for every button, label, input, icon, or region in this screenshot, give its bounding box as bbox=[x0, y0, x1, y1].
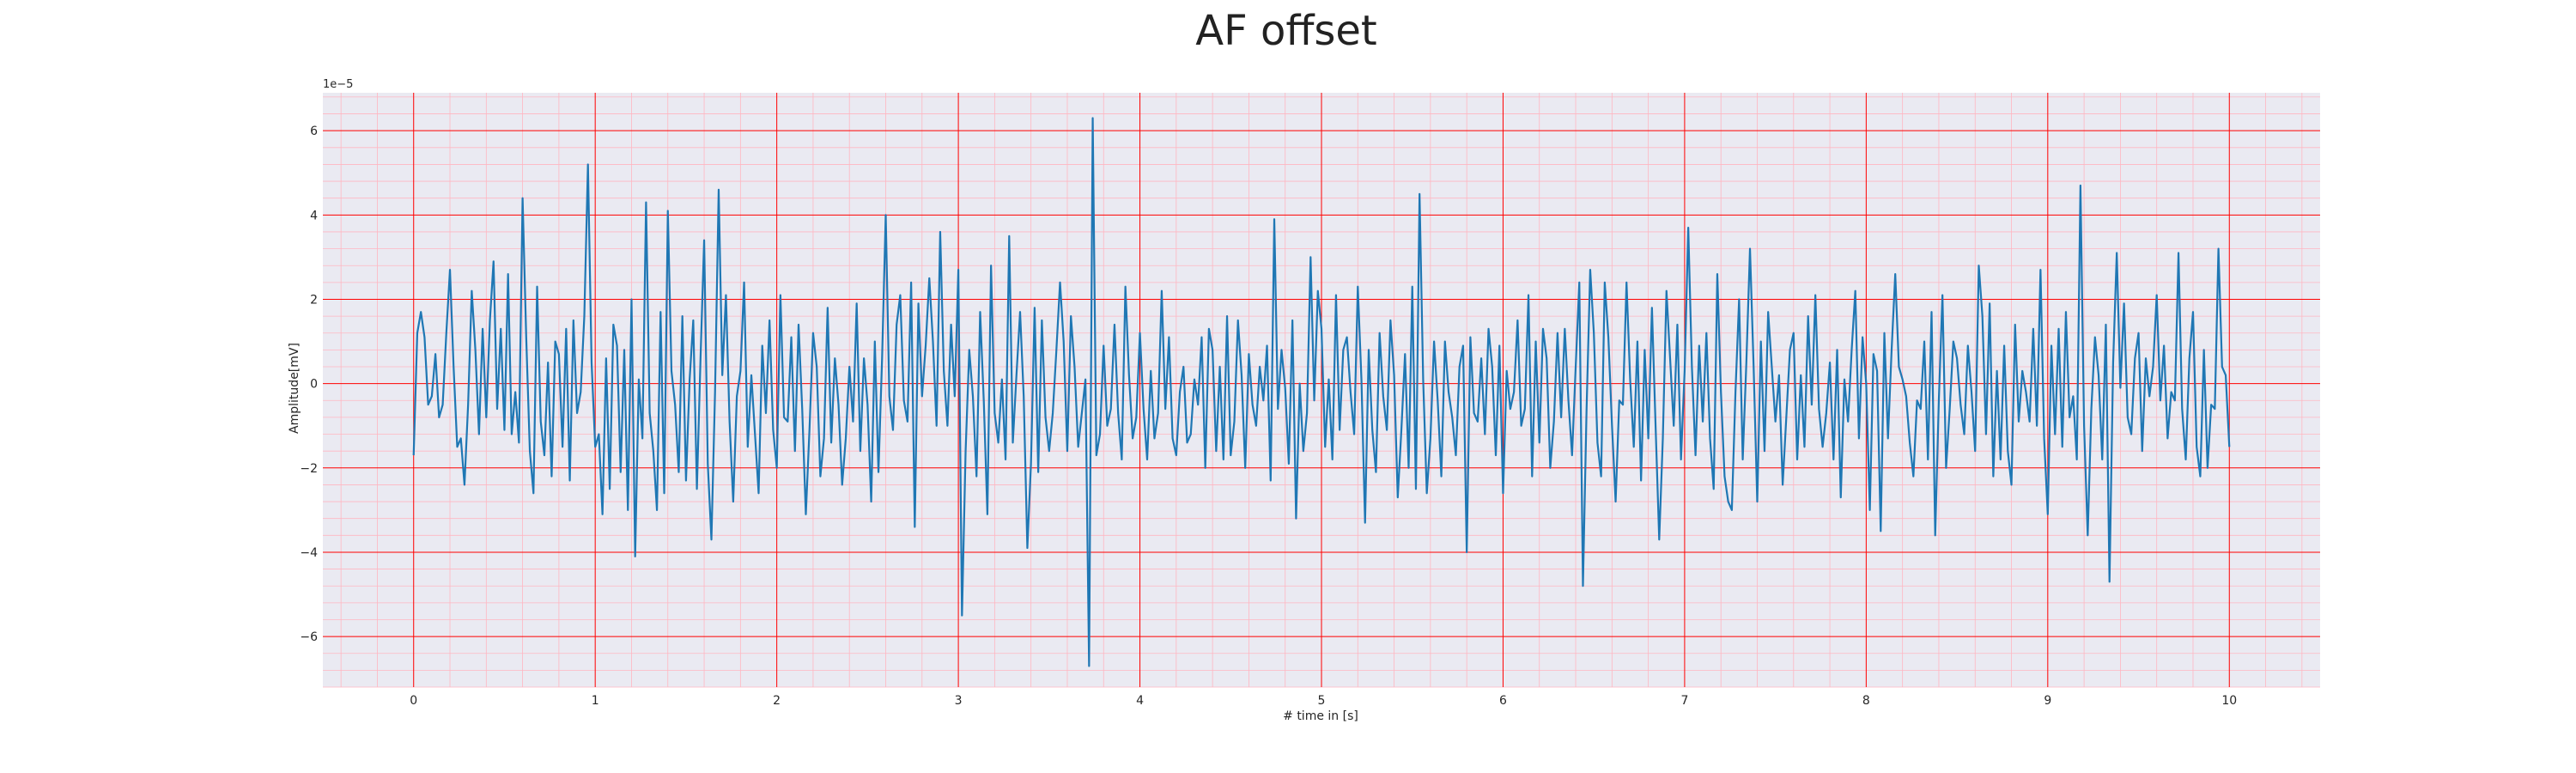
x-tick-label: 4 bbox=[1136, 694, 1144, 708]
y-offset-text: 1e−5 bbox=[323, 78, 353, 91]
y-tick-label: 0 bbox=[310, 378, 318, 392]
y-tick-label: −4 bbox=[300, 546, 318, 560]
y-tick-label: −2 bbox=[300, 462, 318, 476]
x-axis-label: # time in [s] bbox=[1283, 709, 1358, 723]
x-tick-labels: 0 1 2 3 4 5 6 7 8 9 10 bbox=[410, 694, 2237, 708]
y-tick-label: 2 bbox=[310, 293, 318, 307]
x-tick-label: 9 bbox=[2044, 694, 2051, 708]
chart-title: AF offset bbox=[1195, 7, 1377, 55]
x-tick-label: 6 bbox=[1499, 694, 1507, 708]
y-tick-label: −6 bbox=[300, 630, 318, 644]
x-tick-label: 7 bbox=[1680, 694, 1688, 708]
y-tick-labels: −6 −4 −2 0 2 4 6 bbox=[300, 125, 318, 644]
series-line bbox=[412, 117, 2231, 667]
x-tick-label: 0 bbox=[410, 694, 417, 708]
x-tick-label: 2 bbox=[773, 694, 781, 708]
x-tick-label: 8 bbox=[1862, 694, 1870, 708]
x-tick-label: 5 bbox=[1318, 694, 1326, 708]
x-tick-label: 1 bbox=[592, 694, 599, 708]
y-tick-label: 6 bbox=[310, 125, 318, 138]
x-tick-label: 3 bbox=[955, 694, 963, 708]
x-tick-label: 10 bbox=[2221, 694, 2237, 708]
y-axis-label: Amplitude[mV] bbox=[288, 343, 301, 434]
y-tick-label: 4 bbox=[310, 209, 318, 222]
